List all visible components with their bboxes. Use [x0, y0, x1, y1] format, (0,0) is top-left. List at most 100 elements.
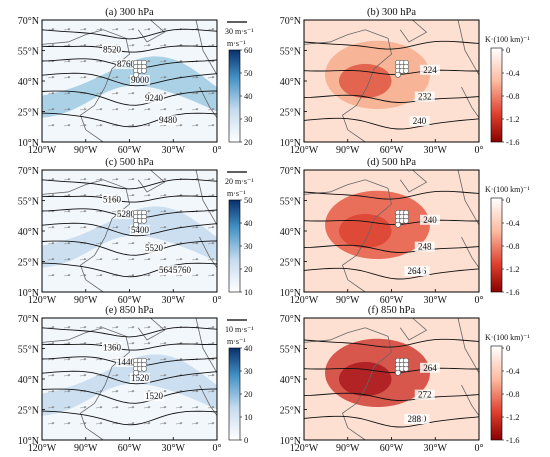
contour-line [41, 90, 218, 106]
wind-vector [111, 390, 119, 393]
colorbar-tick-label: 40 [244, 91, 253, 101]
contour-label: 264 [423, 363, 437, 373]
panel-title: (c) 500 hPa [105, 157, 154, 168]
lon-label: 0° [213, 295, 222, 306]
wind-vector [175, 124, 183, 127]
lon-label: 30°W [162, 295, 186, 306]
contour-label-bg [102, 44, 122, 55]
wind-vector [95, 92, 103, 95]
wind-vector [63, 92, 71, 95]
coastline-north-america [303, 29, 392, 143]
wind-vector [47, 326, 55, 329]
contour-label: 5160 [103, 194, 122, 204]
wind-vector [159, 374, 167, 377]
contour-label: 1520 [131, 373, 150, 383]
panel-title: (f) 850 hPa [368, 305, 416, 316]
contour-line [303, 244, 480, 253]
panel-f: 26427228028870°N55°N40°N25°N10°N120°W90°… [280, 305, 530, 454]
lat-label: 55°N [280, 47, 301, 58]
wind-vector [63, 108, 71, 111]
panel-title: (e) 850 hPa [105, 305, 154, 316]
colorbar-tick-label: 10 [244, 412, 253, 422]
wind-vector [47, 44, 55, 47]
contour-line [41, 370, 218, 385]
coastline-north-america [303, 179, 392, 293]
colorbar-tick-label: -1.6 [506, 287, 519, 297]
colorbar-tick-label: 20 [244, 389, 253, 399]
lon-label: 90°W [336, 145, 360, 156]
lon-label: 30°W [424, 443, 448, 454]
wind-vector [79, 194, 87, 197]
lat-label: 70°N [280, 16, 301, 27]
wind-vector [207, 342, 215, 345]
wind-vector [175, 258, 183, 261]
lat-label: 25°N [18, 108, 39, 119]
wind-vector [95, 390, 103, 393]
lat-label: 70°N [280, 166, 301, 177]
lat-label: 70°N [280, 314, 301, 325]
contour-label: 288 [408, 414, 422, 424]
wind-vector [95, 258, 103, 261]
cyclone-marker [395, 71, 401, 78]
colorbar-tick-label: -1.6 [506, 137, 519, 147]
contour-line [41, 222, 218, 237]
cyclone-track-cluster-icon [395, 59, 409, 78]
contour-label: 5520 [145, 243, 164, 253]
wind-vector [191, 390, 199, 393]
wind-vector [207, 422, 215, 425]
contour-label-bg [102, 194, 122, 205]
lon-label: 90°W [74, 295, 98, 306]
lon-label: 30°W [424, 295, 448, 306]
contour-line [41, 343, 217, 351]
wind-vector [95, 60, 103, 63]
contour-line [303, 338, 480, 348]
wind-vector [47, 242, 55, 245]
lat-label: 55°N [280, 345, 301, 356]
contour-line [303, 190, 480, 200]
wind-vector [63, 44, 71, 47]
wind-vector [95, 406, 103, 409]
colorbar-tick-label: 30 [244, 366, 253, 376]
contour-label-bg [404, 266, 425, 277]
wind-vector [111, 76, 119, 79]
wind-vector [191, 258, 199, 261]
wind-vector [111, 374, 119, 377]
wind-vector [111, 242, 119, 245]
jet-stream-shading [42, 56, 217, 118]
cyclone-track-cluster-icon [395, 357, 409, 376]
wind-vector [127, 342, 135, 345]
contour-label: 5280 [117, 209, 136, 219]
coastline-greenland [137, 19, 166, 43]
wind-vector [127, 108, 135, 111]
colorbar-unit: K·(100 km)⁻¹ [485, 333, 530, 342]
coastline-europe-africa [457, 169, 480, 268]
wind-vector [79, 358, 87, 361]
lat-label: 40°N [280, 77, 301, 88]
wind-vector [111, 92, 119, 95]
jet-stream-shading [42, 354, 217, 416]
wind-vector [111, 258, 119, 261]
wind-vector [159, 358, 167, 361]
wind-vector [191, 406, 199, 409]
contour-label-bg [414, 389, 435, 400]
wind-vector [207, 124, 215, 127]
colorbar-tick-label: -0.4 [506, 68, 520, 78]
wind-vector [95, 210, 103, 213]
wind-vector [47, 390, 55, 393]
contour-line [41, 262, 218, 278]
wind-vector [47, 274, 55, 277]
contour-label: 9480 [159, 115, 178, 125]
contour-line [41, 45, 217, 53]
lon-label: 30°W [162, 145, 186, 156]
contour-label-bg [144, 243, 164, 254]
wind-vector [111, 226, 119, 229]
wind-vector [143, 406, 151, 409]
wind-vector [127, 178, 135, 181]
wind-vector [127, 44, 135, 47]
contour-line [41, 178, 218, 190]
colorbar-tick-label: 30 [244, 114, 253, 124]
lat-label: 55°N [18, 345, 39, 356]
wind-vector [159, 422, 167, 425]
wind-vector [111, 406, 119, 409]
